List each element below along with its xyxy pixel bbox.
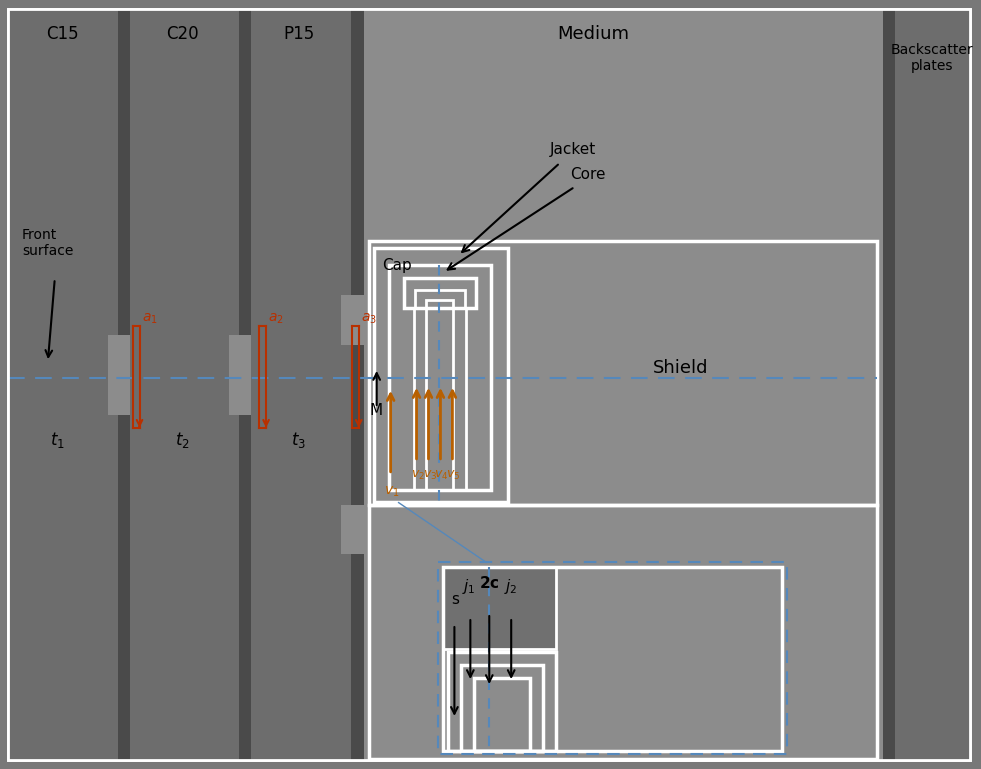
Text: $v_2$: $v_2$ [411,468,425,481]
Text: Medium: Medium [557,25,629,43]
Bar [883,9,895,760]
Bar [108,335,129,415]
Bar [448,652,556,751]
Bar [403,278,477,308]
Bar [475,678,530,751]
Bar [415,291,465,308]
Bar [427,301,453,308]
Text: M: M [370,403,383,418]
Text: $a_2$: $a_2$ [268,311,284,325]
Text: $v_4$: $v_4$ [435,468,449,481]
Text: $v_1$: $v_1$ [384,484,399,499]
Text: $v_3$: $v_3$ [423,468,437,481]
Bar [388,265,491,490]
Bar [351,9,364,760]
Text: $t_3$: $t_3$ [291,430,306,450]
Text: C15: C15 [46,25,79,43]
Bar [374,248,508,501]
Bar [414,308,466,490]
Text: Shield: Shield [652,359,708,377]
Bar [8,9,118,760]
Bar [426,308,453,490]
Text: Backscatter
plates: Backscatter plates [891,43,973,73]
Text: P15: P15 [284,25,315,43]
Bar [369,241,877,504]
Text: C20: C20 [166,25,199,43]
Bar [239,9,251,760]
Text: Core: Core [570,167,605,181]
Bar [340,295,364,345]
Bar [895,9,969,760]
Text: $j_2$: $j_2$ [504,578,518,596]
Text: $t_2$: $t_2$ [175,430,189,450]
Bar [251,9,351,760]
Text: Jacket: Jacket [550,141,596,157]
Text: $a_3$: $a_3$ [361,311,377,325]
Bar [443,568,556,649]
Bar [443,568,782,751]
Bar [340,504,364,554]
Bar [230,335,251,415]
Text: Front
surface: Front surface [22,228,74,258]
Bar [443,568,782,751]
Text: $\mathbf{2c}$: $\mathbf{2c}$ [479,575,499,591]
Text: $t_1$: $t_1$ [50,430,66,450]
Text: $j_1$: $j_1$ [461,578,475,596]
Bar [461,665,543,751]
Text: s: s [451,592,459,608]
Bar [129,9,239,760]
Bar [443,568,556,649]
Text: $a_1$: $a_1$ [141,311,157,325]
Bar [364,9,883,760]
Text: $v_5$: $v_5$ [446,468,461,481]
Bar [118,9,129,760]
Bar [369,504,877,759]
Text: Cap: Cap [382,258,411,274]
